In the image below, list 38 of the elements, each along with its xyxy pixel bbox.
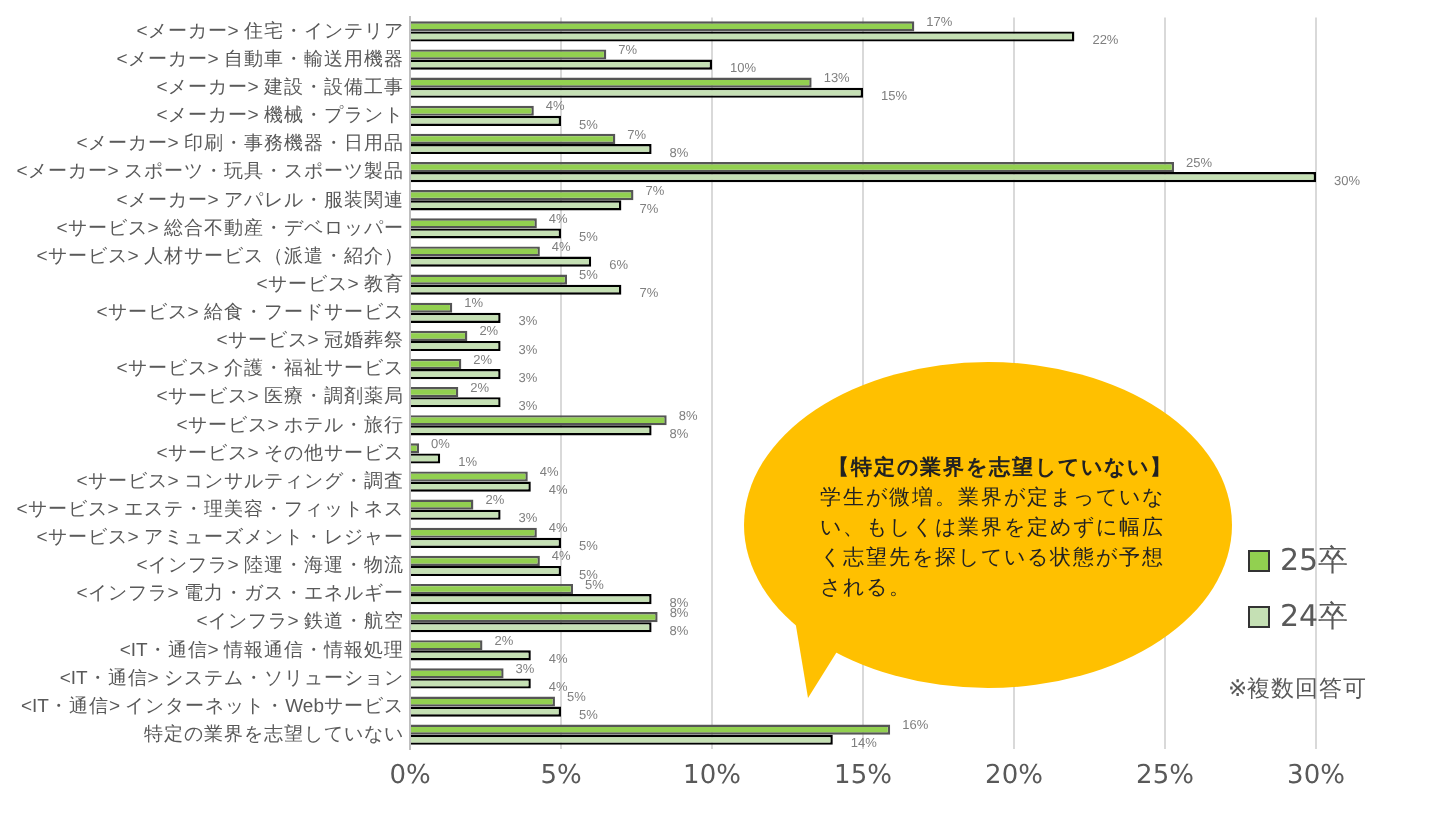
annotation: 【特定の業界を志望していない】 [825,454,1175,484]
y-tick-label: <メーカー> 自動車・輸送用機器 [116,46,404,71]
x-tick-label: 0% [389,761,431,792]
annotation: 学生が微増。業界が定まっていない、もしくは業界を定めずに幅広く志望先を探している状態が予想される。 [820,484,1167,604]
x-tick-label: 30% [1287,761,1345,792]
y-tick-label: <サービス> 給食・フードサービス [96,300,404,325]
x-tick-label: 10% [683,761,741,792]
y-tick-label: <サービス> 総合不動産・デベロッパー [56,215,404,240]
y-tick-label: <サービス> 介護・福祉サービス [116,356,404,381]
y-tick-label: <サービス> その他サービス [156,440,404,465]
y-tick-label: <メーカー> アパレル・服装関連 [116,187,404,212]
y-tick-label: <メーカー> スポーツ・玩具・スポーツ製品 [16,159,404,184]
y-tick-label: <サービス> 医療・調剤薬局 [156,384,404,409]
y-tick-label: <サービス> アミューズメント・レジャー [36,525,404,550]
x-tick-label: 20% [985,761,1043,792]
y-tick-label: <IT・通信> システム・ソリューション [59,665,404,690]
y-tick-label: <IT・通信> 情報通信・情報処理 [119,637,404,662]
y-tick-label: <サービス> エステ・理美容・フィットネス [16,496,404,521]
y-tick-label: <メーカー> 印刷・事務機器・日用品 [76,131,404,156]
y-tick-label: 特定の業界を志望していない [144,721,404,746]
y-tick-label: <サービス> コンサルティング・調査 [76,468,404,493]
y-tick-label: <メーカー> 建設・設備工事 [156,74,404,99]
y-tick-label: <IT・通信> インターネット・Webサービス [20,693,404,718]
y-tick-label: <インフラ> 陸運・海運・物流 [136,553,404,578]
x-tick-label: 15% [834,761,892,792]
x-tick-label: 5% [540,761,582,792]
y-tick-label: <メーカー> 住宅・インテリア [136,18,404,43]
legend-label: 25卒 [1280,541,1349,579]
y-tick-label: <インフラ> 鉄道・航空 [196,609,404,634]
legend-label: 24卒 [1280,597,1349,635]
annotation: ※複数回答可 [1228,674,1368,704]
y-tick-label: <メーカー> 機械・プラント [156,103,404,128]
x-tick-label: 25% [1136,761,1194,792]
y-tick-label: <サービス> ホテル・旅行 [176,412,404,437]
y-tick-label: <インフラ> 電力・ガス・エネルギー [76,581,404,606]
y-tick-label: <サービス> 冠婚葬祭 [216,328,404,353]
y-tick-label: <サービス> 教育 [256,271,404,296]
y-tick-label: <サービス> 人材サービス（派遣・紹介） [36,243,404,268]
